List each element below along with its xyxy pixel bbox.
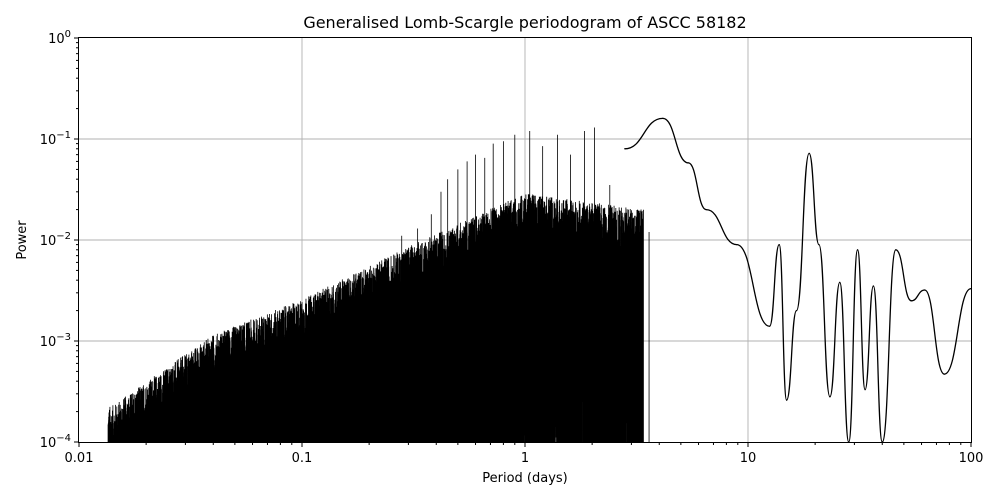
y-axis-label: Power: [15, 220, 30, 260]
periodogram-point: [924, 289, 926, 291]
periodogram-point: [769, 325, 771, 327]
x-tick-label: 1: [521, 451, 529, 466]
periodogram-point: [786, 399, 788, 401]
x-tick-label: 0.1: [292, 451, 313, 466]
periodogram-point: [872, 285, 874, 287]
periodogram-point: [687, 162, 689, 164]
y-tick-label: 10−2: [40, 231, 71, 249]
tick-layer: 0.01 0.1 1 10 100 10−4 10−3 10−2 10−1 100: [40, 29, 984, 466]
y-tick-label: 10−4: [40, 433, 71, 451]
periodogram-point: [910, 300, 912, 302]
periodogram-point: [818, 244, 820, 246]
plot-layer: [107, 117, 972, 443]
x-tick-label: 100: [959, 451, 984, 466]
x-axis-label: Period (days): [482, 471, 568, 486]
periodogram-point: [736, 244, 738, 246]
chart-title: Generalised Lomb-Scargle periodogram of …: [303, 13, 746, 32]
periodogram-point: [624, 148, 626, 150]
periodogram-point: [895, 249, 897, 251]
periodogram-point: [839, 281, 841, 283]
periodogram-noise-band: [107, 127, 650, 442]
periodogram-series-line: [624, 117, 972, 443]
y-tick-label: 10−3: [40, 332, 71, 350]
periodogram-point: [808, 152, 810, 154]
periodogram-point: [778, 244, 780, 246]
periodogram-point: [795, 310, 798, 312]
periodogram-point: [864, 389, 866, 391]
periodogram-point: [943, 373, 946, 375]
x-tick-label: 0.01: [65, 451, 94, 466]
periodogram-point: [856, 249, 859, 251]
periodogram-point: [662, 117, 664, 119]
y-tick-label: 10−1: [40, 130, 71, 148]
periodogram-point: [705, 209, 707, 211]
periodogram-point: [829, 396, 831, 398]
x-tick-label: 10: [740, 451, 757, 466]
y-tick-label: 100: [48, 29, 71, 47]
